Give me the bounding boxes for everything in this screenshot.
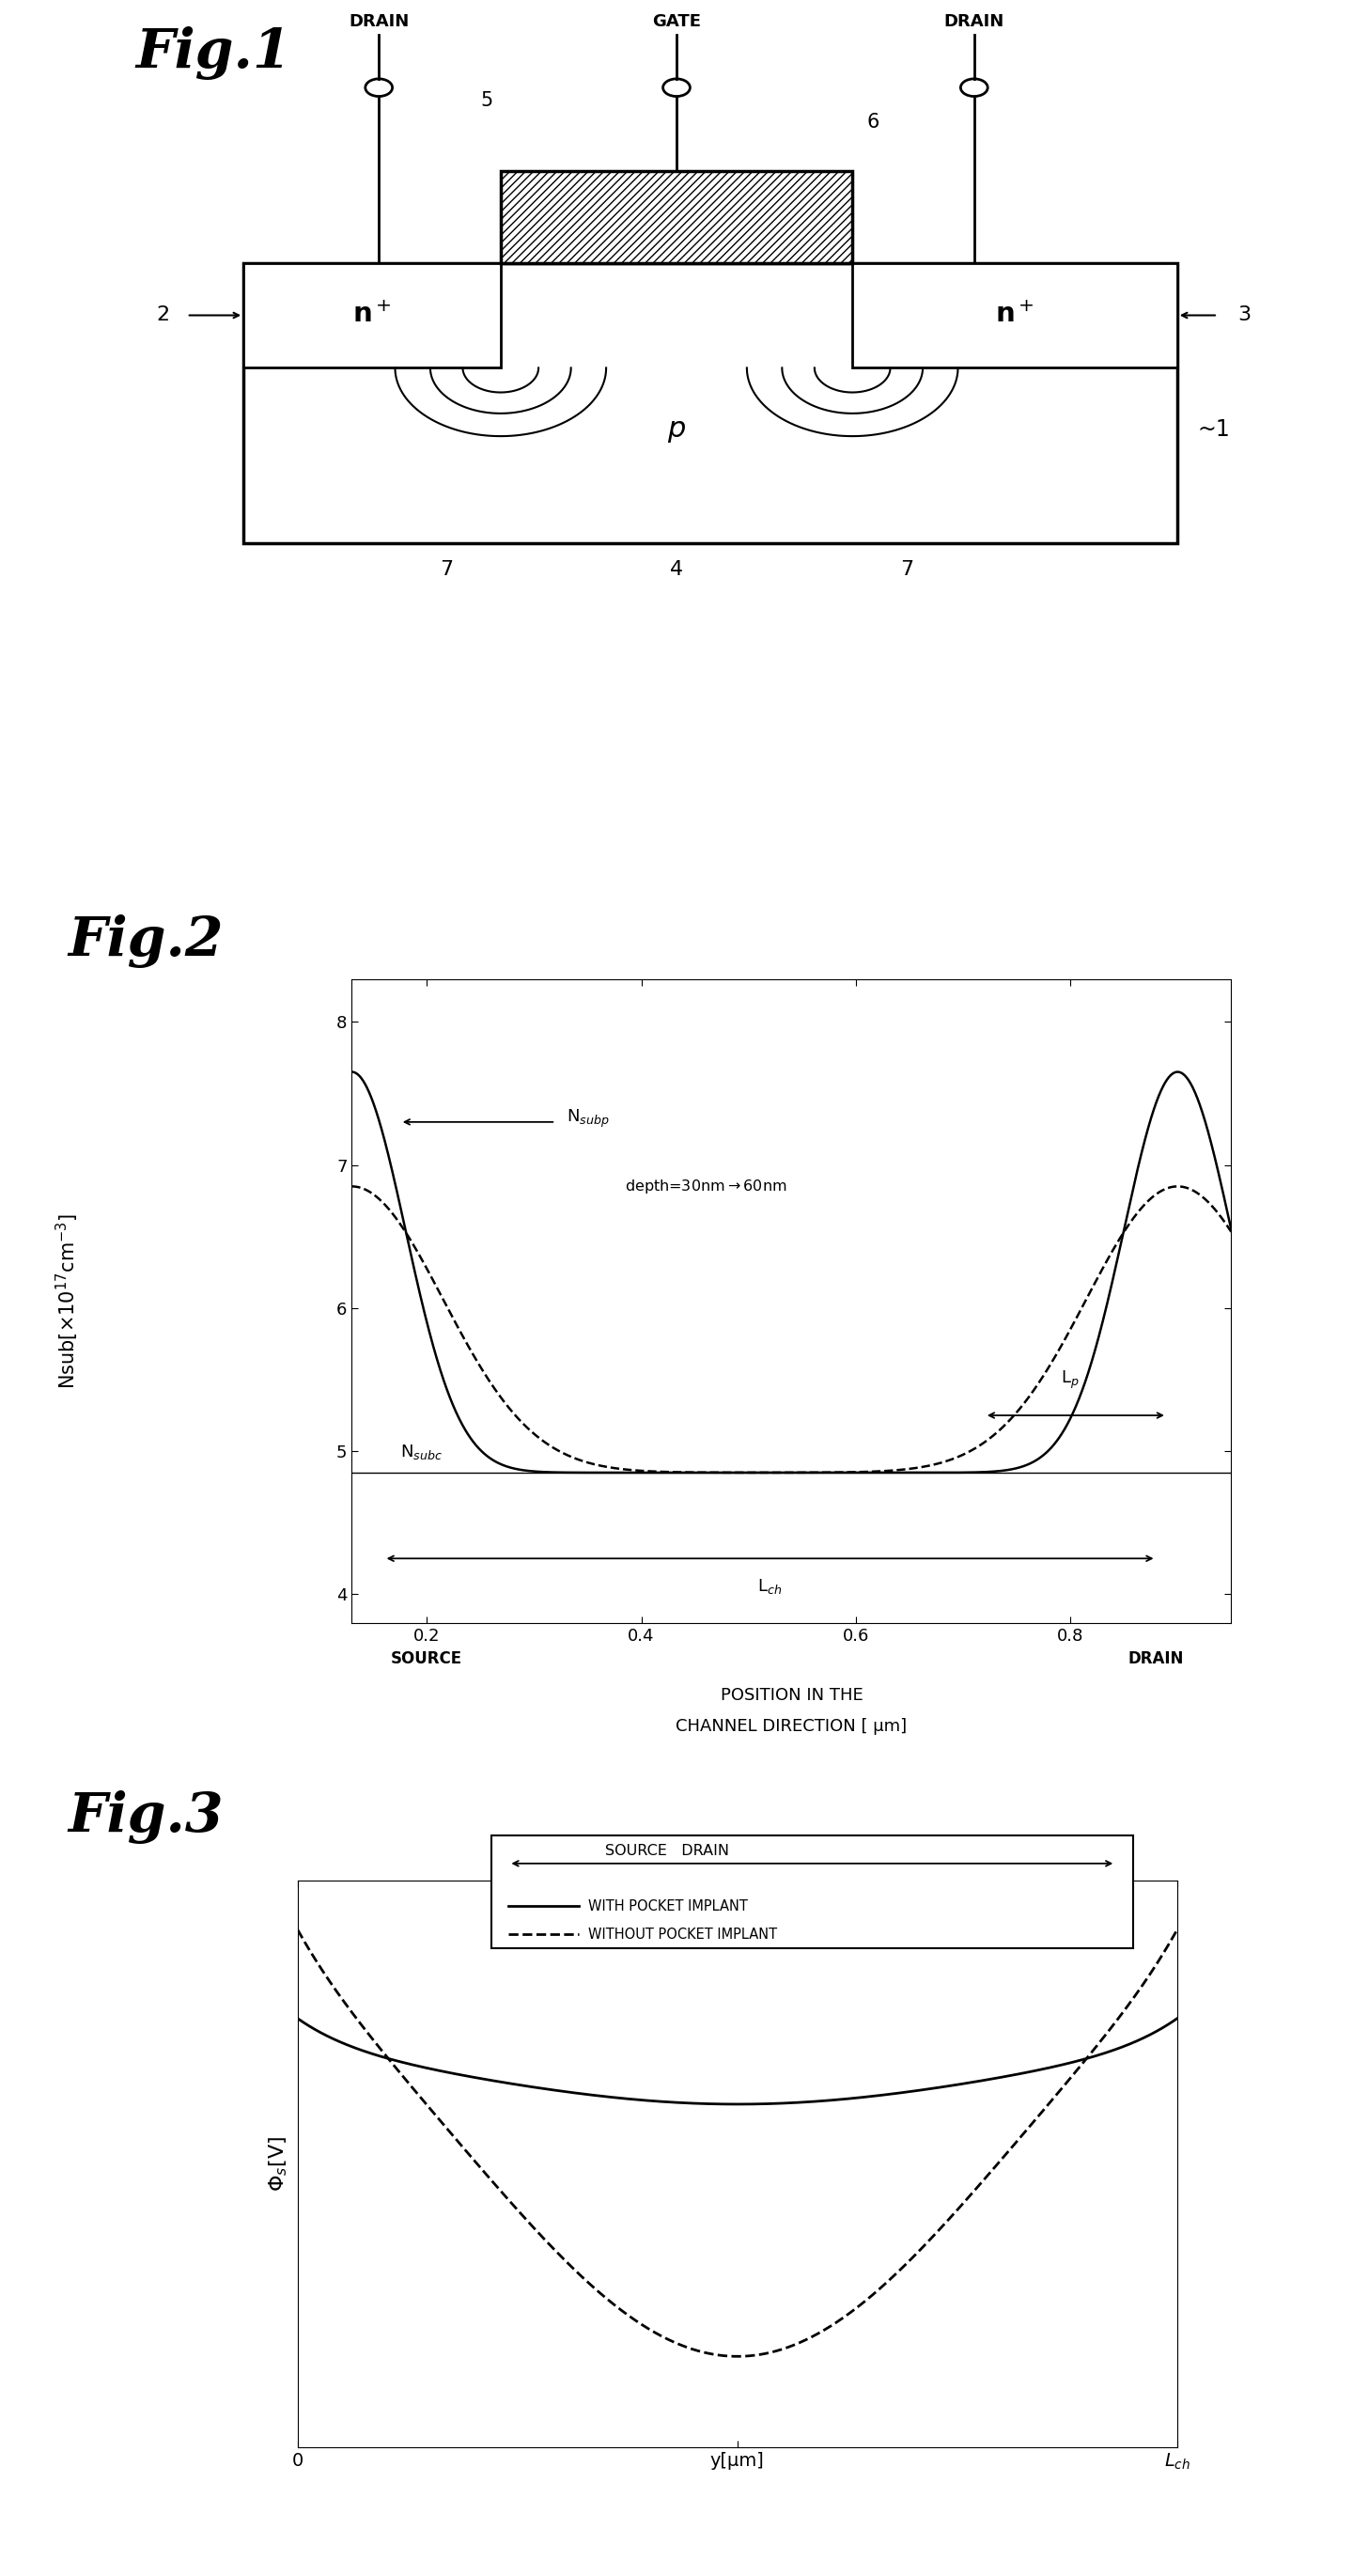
Text: 4: 4 — [670, 559, 683, 580]
Text: Fig.1: Fig.1 — [135, 26, 291, 80]
Text: p: p — [667, 415, 686, 443]
Text: SOURCE   DRAIN: SOURCE DRAIN — [605, 1844, 729, 1857]
Text: N$_{subc}$: N$_{subc}$ — [400, 1443, 442, 1461]
Text: DRAIN: DRAIN — [349, 13, 409, 31]
Text: 6: 6 — [866, 113, 879, 131]
Bar — [852, 263, 1177, 368]
Text: DRAIN: DRAIN — [944, 13, 1004, 31]
Text: n$^+$: n$^+$ — [994, 301, 1035, 330]
Text: WITH POCKET IMPLANT: WITH POCKET IMPLANT — [589, 1899, 747, 1914]
Text: 5: 5 — [480, 90, 494, 111]
Text: N$_{subp}$: N$_{subp}$ — [567, 1108, 609, 1131]
Text: DRAIN: DRAIN — [1128, 1651, 1184, 1667]
Text: GATE: GATE — [652, 13, 701, 31]
Y-axis label: Φ$_s$[V]: Φ$_s$[V] — [268, 2136, 290, 2192]
Text: L$_p$: L$_p$ — [1061, 1370, 1080, 1391]
Text: WITHOUT POCKET IMPLANT: WITHOUT POCKET IMPLANT — [589, 1927, 777, 1942]
Text: n$^+$: n$^+$ — [352, 301, 392, 330]
Text: Fig.3: Fig.3 — [68, 1790, 223, 1844]
Text: POSITION IN THE: POSITION IN THE — [720, 1687, 863, 1705]
Text: 2: 2 — [156, 307, 169, 325]
Text: ~1: ~1 — [1197, 417, 1230, 440]
Text: 7: 7 — [440, 559, 453, 580]
Text: Nsub[×10$^{17}$cm$^{-3}$]: Nsub[×10$^{17}$cm$^{-3}$] — [54, 1213, 81, 1388]
Text: 7: 7 — [900, 559, 913, 580]
Bar — [491, 1834, 1134, 1947]
Text: 3: 3 — [1238, 307, 1252, 325]
Text: L$_{ch}$: L$_{ch}$ — [758, 1577, 782, 1597]
Bar — [501, 170, 852, 263]
Text: depth=30nm$\rightarrow$60nm: depth=30nm$\rightarrow$60nm — [625, 1177, 787, 1195]
Text: CHANNEL DIRECTION [ μm]: CHANNEL DIRECTION [ μm] — [676, 1718, 907, 1736]
Text: Fig.2: Fig.2 — [68, 914, 223, 969]
Bar — [244, 263, 501, 368]
Bar — [244, 263, 1177, 544]
Text: SOURCE: SOURCE — [391, 1651, 463, 1667]
